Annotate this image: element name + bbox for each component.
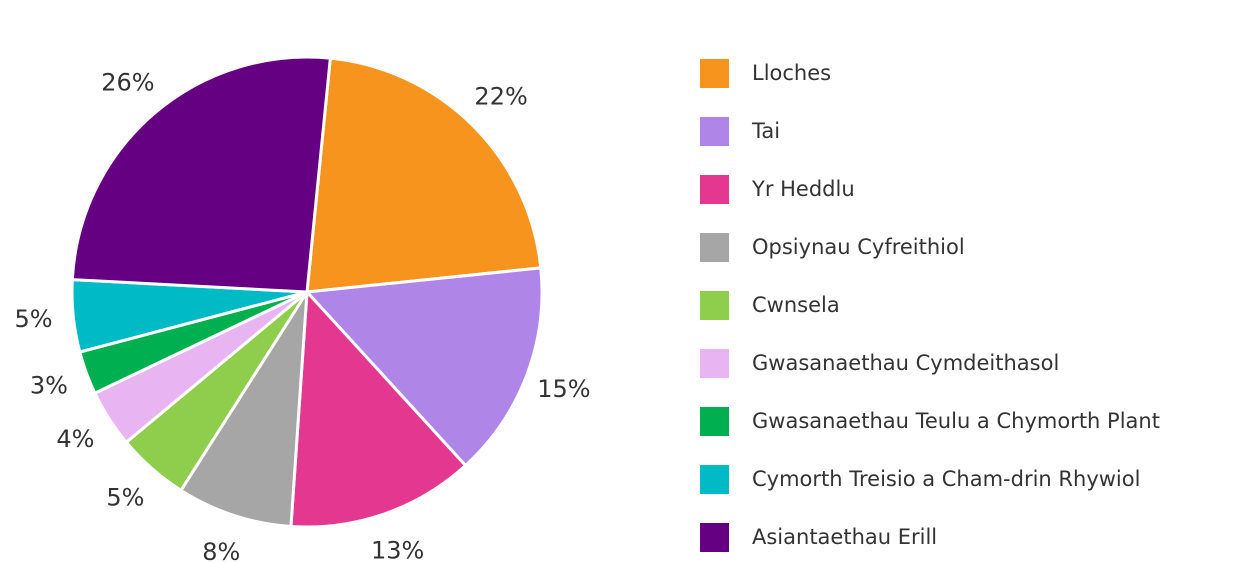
legend-swatch — [700, 233, 729, 262]
slice-label: 5% — [106, 483, 144, 511]
slice-label: 15% — [537, 375, 590, 403]
legend-swatch — [700, 291, 729, 320]
legend-swatch — [700, 349, 729, 378]
legend-swatch — [700, 117, 729, 146]
legend-swatch — [700, 175, 729, 204]
pie-slice — [289, 288, 468, 529]
slice-label: 13% — [371, 537, 424, 563]
slice-label: 22% — [474, 82, 527, 110]
slice-label: 26% — [101, 68, 154, 96]
legend-swatch — [700, 407, 729, 436]
legend-label: Lloches — [752, 61, 831, 85]
legend-label: Cwnsela — [752, 293, 840, 317]
pie-slice — [70, 55, 332, 294]
slice-label: 4% — [56, 425, 94, 453]
legend-label: Tai — [751, 119, 780, 143]
legend-swatch — [700, 59, 729, 88]
legend-label: Gwasanaethau Cymdeithasol — [752, 351, 1059, 375]
slice-label: 3% — [30, 372, 68, 400]
legend-swatch — [700, 465, 729, 494]
legend-label: Gwasanaethau Teulu a Chymorth Plant — [752, 409, 1160, 433]
slice-label: 5% — [14, 305, 52, 333]
legend-swatch — [700, 523, 729, 552]
pie-slice — [303, 266, 544, 468]
legend-label: Yr Heddlu — [751, 177, 855, 201]
pie-slice — [178, 291, 309, 529]
legend-label: Opsiynau Cyfreithiol — [752, 235, 965, 259]
legend-label: Asiantaethau Erill — [752, 525, 937, 549]
slice-label: 8% — [202, 538, 240, 563]
legend-label: Cymorth Treisio a Cham-drin Rhywiol — [752, 467, 1140, 491]
pie-slice — [305, 56, 543, 294]
